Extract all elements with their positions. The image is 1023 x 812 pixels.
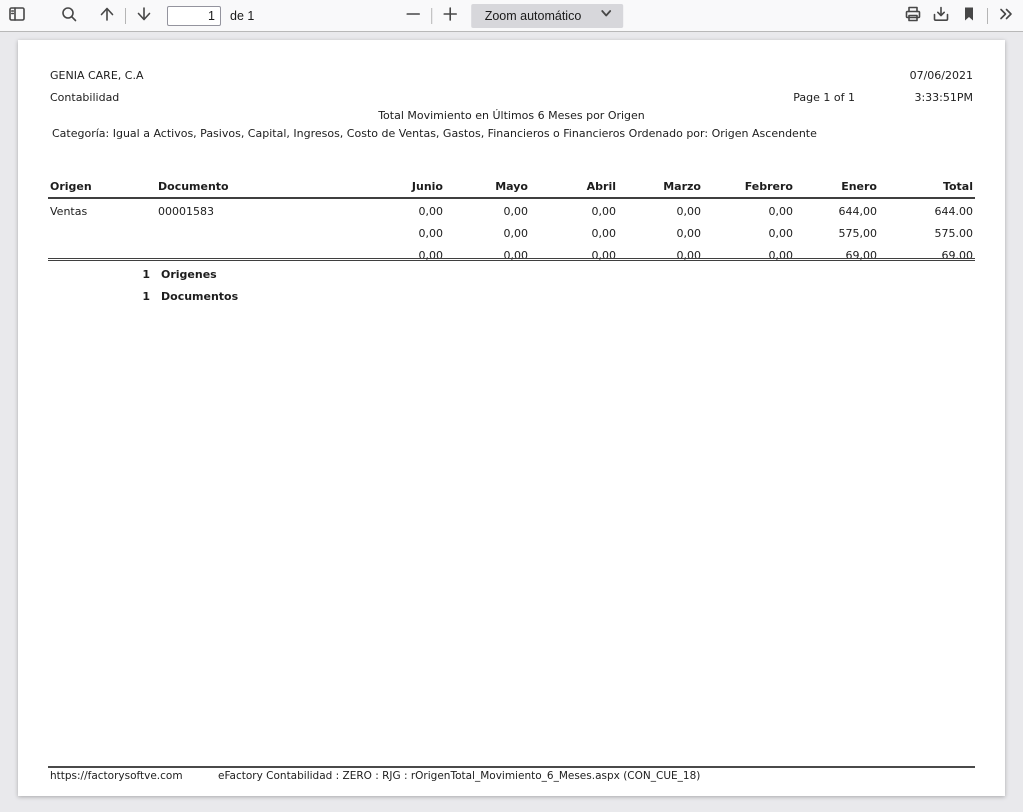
- zoom-in-button[interactable]: [437, 3, 463, 29]
- cell-enero: 644,00: [838, 205, 878, 218]
- column-header-febrero: Febrero: [703, 179, 795, 199]
- sidebar-toggle-icon: [8, 5, 26, 26]
- documents-count: 1: [142, 290, 150, 303]
- table-row: 0,00 0,00 0,00 0,00 0,00 69,00 69.00: [48, 243, 975, 265]
- toolbar-left-group: de 1: [0, 3, 254, 29]
- origins-count: 1: [142, 268, 150, 281]
- cell-marzo: 0,00: [676, 205, 702, 218]
- toolbar-divider: [125, 7, 126, 24]
- cell-origen: Ventas: [50, 205, 88, 218]
- cell-junio: 0,00: [418, 227, 444, 240]
- cell-origen: [48, 243, 156, 265]
- page-count-label: de 1: [230, 8, 255, 23]
- minus-icon: [404, 5, 422, 26]
- cell-marzo: 0,00: [676, 249, 702, 262]
- save-button[interactable]: [928, 3, 954, 29]
- printer-icon: [904, 5, 922, 26]
- column-header-marzo: Marzo: [618, 179, 703, 199]
- column-header-documento: Documento: [156, 179, 359, 199]
- cell-documento: [156, 243, 359, 265]
- bookmark-icon: [960, 5, 978, 26]
- cell-documento: [156, 221, 359, 243]
- table-row: Ventas 00001583 0,00 0,00 0,00 0,00 0,00…: [48, 198, 975, 221]
- sidebar-toggle-button[interactable]: [4, 3, 30, 29]
- report-page: GENIA CARE, C.A Contabilidad 07/06/2021 …: [18, 40, 1005, 796]
- column-header-origen: Origen: [48, 179, 156, 199]
- toolbar-divider: [987, 7, 988, 24]
- cell-total: 69.00: [941, 249, 974, 262]
- toolbar-center-group: Zoom automático: [400, 3, 624, 29]
- cell-febrero: 0,00: [768, 249, 794, 262]
- cell-junio: 0,00: [418, 205, 444, 218]
- cell-enero: 575,00: [838, 227, 878, 240]
- chevron-down-icon: [599, 6, 613, 25]
- previous-page-button[interactable]: [94, 3, 120, 29]
- footer-url: https://factorysoftve.com: [50, 770, 183, 782]
- cell-marzo: 0,00: [676, 227, 702, 240]
- cell-mayo: 0,00: [503, 205, 529, 218]
- pdf-viewer-area[interactable]: GENIA CARE, C.A Contabilidad 07/06/2021 …: [0, 32, 1023, 812]
- cell-febrero: 0,00: [768, 227, 794, 240]
- column-header-junio: Junio: [359, 179, 445, 199]
- footer-rule: [48, 766, 975, 768]
- search-icon: [60, 5, 78, 26]
- documents-count-label: Documentos: [161, 290, 239, 303]
- cell-abril: 0,00: [591, 249, 617, 262]
- origins-count-label: Origenes: [161, 268, 217, 281]
- column-header-total: Total: [879, 179, 975, 199]
- pdf-toolbar: de 1 Zoom automático: [0, 0, 1023, 32]
- cell-total: 575.00: [934, 227, 974, 240]
- cell-mayo: 0,00: [503, 249, 529, 262]
- column-header-abril: Abril: [530, 179, 618, 199]
- double-chevron-right-icon: [997, 5, 1015, 26]
- cell-febrero: 0,00: [768, 205, 794, 218]
- movements-table: Origen Documento Junio Mayo Abril Marzo …: [48, 179, 975, 265]
- cell-mayo: 0,00: [503, 227, 529, 240]
- page-info: Page 1 of 1: [793, 91, 855, 104]
- footer-report-info: eFactory Contabilidad : ZERO : RJG : rOr…: [218, 770, 701, 782]
- report-subtitle: Categoría: Igual a Activos, Pasivos, Cap…: [52, 127, 817, 140]
- report-title: Total Movimiento en Últimos 6 Meses por …: [378, 109, 645, 122]
- cell-junio: 0,00: [418, 249, 444, 262]
- zoom-level-dropdown[interactable]: Zoom automático: [470, 3, 624, 28]
- search-button[interactable]: [56, 3, 82, 29]
- company-name: GENIA CARE, C.A: [50, 69, 144, 82]
- save-icon: [932, 5, 950, 26]
- column-header-enero: Enero: [795, 179, 879, 199]
- cell-enero: 69,00: [845, 249, 878, 262]
- next-page-button[interactable]: [131, 3, 157, 29]
- toolbar-divider: [430, 7, 432, 24]
- cell-abril: 0,00: [591, 205, 617, 218]
- cell-total: 644.00: [934, 205, 974, 218]
- zoom-out-button[interactable]: [400, 3, 426, 29]
- table-header-row: Origen Documento Junio Mayo Abril Marzo …: [48, 179, 975, 199]
- zoom-level-label: Zoom automático: [484, 8, 582, 23]
- toolbar-right-group: [900, 3, 1019, 29]
- column-header-mayo: Mayo: [445, 179, 530, 199]
- plus-icon: [441, 5, 459, 26]
- report-date: 07/06/2021: [909, 69, 973, 82]
- cell-abril: 0,00: [591, 227, 617, 240]
- table-bottom-rule: [48, 258, 975, 261]
- current-view-button[interactable]: [956, 3, 982, 29]
- report-time: 3:33:51PM: [914, 91, 973, 104]
- arrow-down-icon: [135, 5, 153, 26]
- module-name: Contabilidad: [50, 91, 120, 104]
- page-number-input[interactable]: [167, 5, 221, 26]
- cell-documento: 00001583: [158, 205, 214, 218]
- table-row: 0,00 0,00 0,00 0,00 0,00 575,00 575.00: [48, 221, 975, 243]
- more-tools-button[interactable]: [993, 3, 1019, 29]
- cell-origen: [48, 221, 156, 243]
- arrow-up-icon: [98, 5, 116, 26]
- print-button[interactable]: [900, 3, 926, 29]
